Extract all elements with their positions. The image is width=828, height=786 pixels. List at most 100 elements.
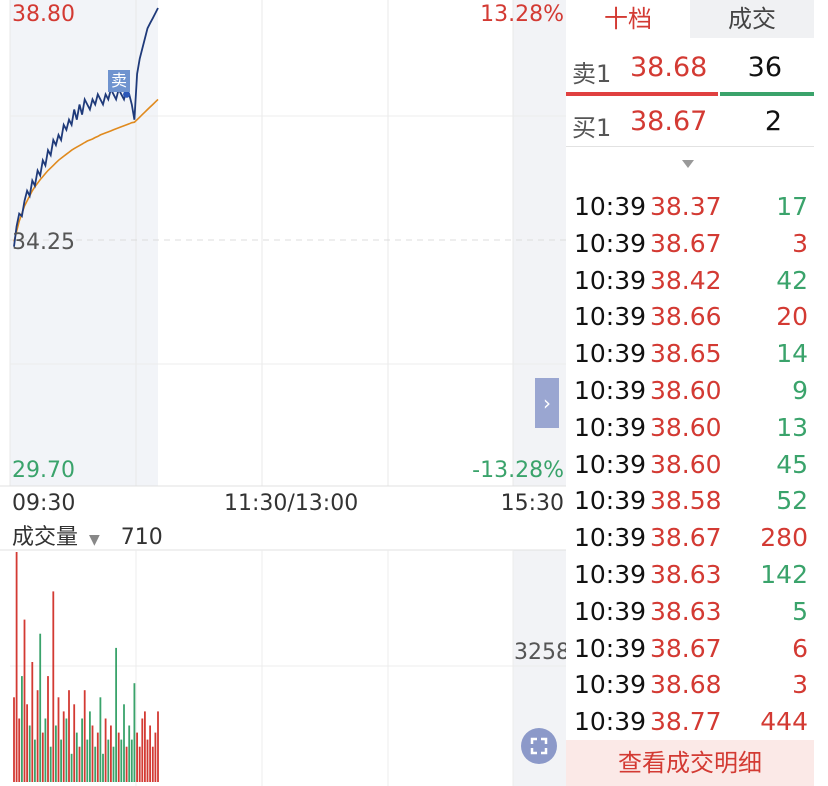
- trade-row: 10:39 38.60 9: [566, 376, 814, 412]
- panel-tabs: 十档 成交: [566, 0, 814, 38]
- volume-bar: [81, 718, 83, 782]
- trade-volume: 14: [776, 339, 808, 369]
- chevron-right-icon[interactable]: ›: [535, 378, 559, 428]
- volume-bar: [136, 732, 138, 782]
- trade-time: 10:39: [574, 265, 647, 295]
- volume-bar: [39, 633, 42, 782]
- volume-bar: [70, 753, 73, 782]
- trade-row: 10:39 38.77 444: [566, 707, 814, 743]
- view-trade-detail-button[interactable]: 查看成交明细: [566, 740, 814, 786]
- volume-selector[interactable]: 成交量 ▼ 710: [12, 519, 163, 551]
- trade-volume: 444: [760, 707, 808, 737]
- volume-bar: [73, 704, 76, 782]
- average-price-line: [13, 98, 159, 242]
- fullscreen-glyph: [530, 737, 548, 755]
- volume-label: 成交量: [12, 525, 79, 550]
- trade-row: 10:39 38.66 20: [566, 302, 814, 338]
- volume-bar: [157, 711, 159, 782]
- trade-row: 10:39 38.67 6: [566, 634, 814, 670]
- trade-volume: 9: [792, 376, 808, 405]
- volume-bar: [60, 739, 62, 782]
- volume-bar: [110, 725, 112, 782]
- volume-bar: [28, 725, 31, 782]
- volume-bar: [15, 552, 18, 782]
- chart-canvas: [0, 0, 566, 786]
- bid-label: 买1: [572, 114, 612, 142]
- volume-bar: [75, 732, 78, 782]
- volume-bar: [91, 725, 94, 782]
- volume-bar: [55, 725, 57, 782]
- trade-price: 38.60: [650, 449, 722, 479]
- volume-bar: [36, 690, 39, 782]
- sell-marker[interactable]: 卖: [108, 70, 130, 92]
- trade-price: 38.66: [650, 302, 722, 332]
- volume-bar: [18, 718, 21, 782]
- trade-volume: 3: [792, 670, 808, 700]
- ask-bar: [566, 92, 718, 96]
- volume-bar: [31, 662, 34, 782]
- trade-volume: 280: [760, 523, 808, 553]
- tab-depth[interactable]: 十档: [566, 0, 690, 38]
- trade-row: 10:39 38.58 52: [566, 486, 814, 522]
- trade-row: 10:39 38.68 3: [566, 670, 814, 706]
- price-high-label: 38.80: [12, 2, 75, 27]
- trade-time: 10:39: [574, 412, 647, 442]
- ask-price: 38.68: [630, 52, 708, 83]
- trade-volume: 52: [776, 486, 808, 516]
- fullscreen-icon[interactable]: [521, 728, 557, 764]
- trade-time: 10:39: [574, 596, 647, 626]
- trade-price: 38.37: [650, 192, 722, 221]
- volume-bar: [146, 739, 149, 782]
- pct-high-label: 13.28%: [480, 2, 564, 27]
- trade-time: 10:39: [574, 707, 647, 737]
- trade-price: 38.60: [650, 412, 722, 442]
- trade-price: 38.63: [650, 560, 722, 589]
- trade-row: 10:39 38.42 42: [566, 266, 814, 302]
- price-mid-label: 34.25: [12, 230, 75, 255]
- trade-volume: 3: [792, 228, 808, 258]
- volume-bar: [44, 718, 47, 782]
- trade-row: 10:39 38.63 142: [566, 560, 814, 596]
- trade-volume: 20: [776, 302, 808, 332]
- tab-trades[interactable]: 成交: [690, 0, 814, 38]
- chevron-down-icon[interactable]: [682, 160, 694, 168]
- trade-volume: 42: [776, 265, 808, 295]
- volume-bar: [65, 718, 68, 782]
- trade-volume: 142: [760, 560, 808, 589]
- volume-value: 710: [120, 525, 163, 550]
- trade-price: 38.42: [650, 265, 722, 295]
- volume-bar: [112, 746, 115, 782]
- trade-point: [123, 90, 131, 98]
- price-line: [13, 7, 159, 247]
- divider: [566, 146, 814, 147]
- trade-time: 10:39: [574, 228, 647, 258]
- trade-volume: 45: [776, 449, 808, 479]
- volume-bar: [120, 739, 123, 782]
- volume-bar: [138, 746, 141, 782]
- trade-row: 10:39 38.67 3: [566, 229, 814, 265]
- trade-row: 10:39 38.67 280: [566, 523, 814, 559]
- trade-volume: 5: [792, 596, 808, 626]
- volume-bar: [94, 746, 97, 782]
- intraday-chart[interactable]: 38.80 13.28% 34.25 29.70 -13.28% 09:30 1…: [0, 0, 570, 786]
- volume-bar: [99, 697, 102, 782]
- trade-time: 10:39: [574, 339, 647, 369]
- ask-row: 卖1 38.68 36: [566, 44, 814, 94]
- trade-time: 10:39: [574, 449, 647, 479]
- volume-bar: [154, 732, 157, 782]
- volume-bar: [96, 732, 99, 782]
- price-low-label: 29.70: [12, 458, 75, 483]
- volume-bar: [21, 676, 23, 782]
- trade-time: 10:39: [574, 670, 647, 700]
- trade-price: 38.68: [650, 670, 722, 700]
- trade-price: 38.67: [650, 523, 722, 553]
- trade-time: 10:39: [574, 302, 647, 332]
- trade-price: 38.67: [650, 633, 722, 663]
- volume-bar: [41, 732, 44, 782]
- volume-bar: [89, 711, 91, 782]
- time-end-label: 15:30: [500, 491, 564, 516]
- bid-volume: 2: [764, 106, 782, 137]
- trade-time: 10:39: [574, 192, 647, 221]
- volume-bar: [13, 697, 15, 782]
- volume-bar: [128, 725, 131, 782]
